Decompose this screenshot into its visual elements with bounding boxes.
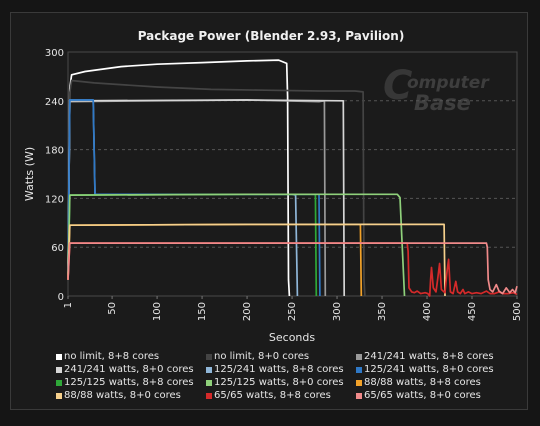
- series-line-125-125-watts-8-0-cores: [67, 193, 406, 297]
- legend-item: 125/241 watts, 8+8 cores: [206, 363, 344, 376]
- x-tick-label: 150: [197, 302, 208, 321]
- legend-label: 125/125 watts, 8+0 cores: [214, 377, 344, 388]
- chart-title: Package Power (Blender 2.93, Pavilion): [138, 29, 405, 43]
- x-tick-label: 50: [107, 302, 118, 315]
- x-tick-label: 500: [512, 302, 523, 321]
- x-axis-label: Seconds: [269, 331, 315, 344]
- legend-item: 125/125 watts, 8+0 cores: [206, 376, 344, 389]
- svg-text:omputer: omputer: [407, 73, 490, 93]
- legend-swatch: [56, 379, 62, 386]
- legend-swatch: [56, 353, 62, 360]
- legend-item: 125/125 watts, 8+8 cores: [56, 376, 194, 389]
- y-tick-label: 240: [45, 97, 64, 108]
- legend-item: 125/241 watts, 8+0 cores: [356, 363, 494, 376]
- legend-label: no limit, 8+8 cores: [64, 351, 160, 362]
- series-line-no-limit-8-0-cores: [67, 79, 366, 297]
- y-axis-label: Watts (W): [23, 147, 36, 201]
- y-tick-label: 180: [45, 146, 64, 157]
- x-tick-label: 250: [287, 302, 298, 321]
- legend-label: 241/241 watts, 8+0 cores: [64, 364, 194, 375]
- y-tick-label: 120: [45, 194, 64, 205]
- legend-item: no limit, 8+0 cores: [206, 350, 309, 363]
- x-tick-label: 100: [152, 302, 163, 321]
- series-line-88-88-watts-8-8-cores: [67, 223, 363, 297]
- legend-label: 88/88 watts, 8+8 cores: [364, 377, 481, 388]
- legend-label: 125/125 watts, 8+8 cores: [64, 377, 194, 388]
- x-tick-label: 350: [377, 302, 388, 321]
- legend-swatch: [56, 392, 62, 399]
- x-tick-label: 200: [242, 302, 253, 321]
- legend-swatch: [356, 353, 362, 360]
- svg-text:Base: Base: [414, 91, 471, 115]
- computerbase-watermark: C omputer Base: [383, 63, 490, 115]
- legend-swatch: [206, 366, 212, 373]
- chart-frame: Package Power (Blender 2.93, Pavilion) C…: [10, 12, 528, 410]
- legend-label: 88/88 watts, 8+0 cores: [64, 390, 181, 401]
- legend-swatch: [356, 392, 362, 399]
- legend-item: 65/65 watts, 8+8 cores: [206, 389, 331, 402]
- legend-label: no limit, 8+0 cores: [214, 351, 310, 362]
- legend-item: 88/88 watts, 8+0 cores: [56, 389, 181, 402]
- x-tick-label: 300: [332, 302, 343, 321]
- legend-label: 241/241 watts, 8+8 cores: [364, 351, 494, 362]
- legend-swatch: [206, 392, 212, 399]
- legend-label: 125/241 watts, 8+0 cores: [364, 364, 494, 375]
- svg-text:C: C: [383, 63, 412, 109]
- y-tick-label: 0: [58, 292, 64, 303]
- x-tick-label: 400: [422, 302, 433, 321]
- series-line-65-65-watts-8-0-cores: [67, 242, 518, 295]
- legend-label: 65/65 watts, 8+0 cores: [364, 390, 481, 401]
- series-line-125-125-watts-8-8-cores: [67, 193, 318, 297]
- legend-item: 65/65 watts, 8+0 cores: [356, 389, 481, 402]
- y-tick-label: 60: [51, 243, 64, 254]
- legend-item: 241/241 watts, 8+0 cores: [56, 363, 194, 376]
- line-chart: Package Power (Blender 2.93, Pavilion) C…: [23, 29, 523, 344]
- legend-item: no limit, 8+8 cores: [56, 350, 159, 363]
- x-tick-label: 1: [63, 302, 74, 308]
- x-tick-label: 450: [467, 302, 478, 321]
- legend-item: 241/241 watts, 8+8 cores: [356, 350, 494, 363]
- legend-swatch: [356, 379, 362, 386]
- y-tick-label: 300: [45, 48, 64, 59]
- series-line-no-limit-8-8-cores: [67, 59, 291, 297]
- legend-swatch: [56, 366, 62, 373]
- legend-label: 65/65 watts, 8+8 cores: [214, 390, 331, 401]
- legend-label: 125/241 watts, 8+8 cores: [214, 364, 344, 375]
- series-line-65-65-watts-8-8-cores: [67, 242, 518, 297]
- legend-swatch: [206, 353, 212, 360]
- legend-swatch: [206, 379, 212, 386]
- series-line-88-88-watts-8-0-cores: [67, 223, 446, 297]
- legend-item: 88/88 watts, 8+8 cores: [356, 376, 481, 389]
- legend-swatch: [356, 366, 362, 373]
- series-lines: [67, 59, 518, 297]
